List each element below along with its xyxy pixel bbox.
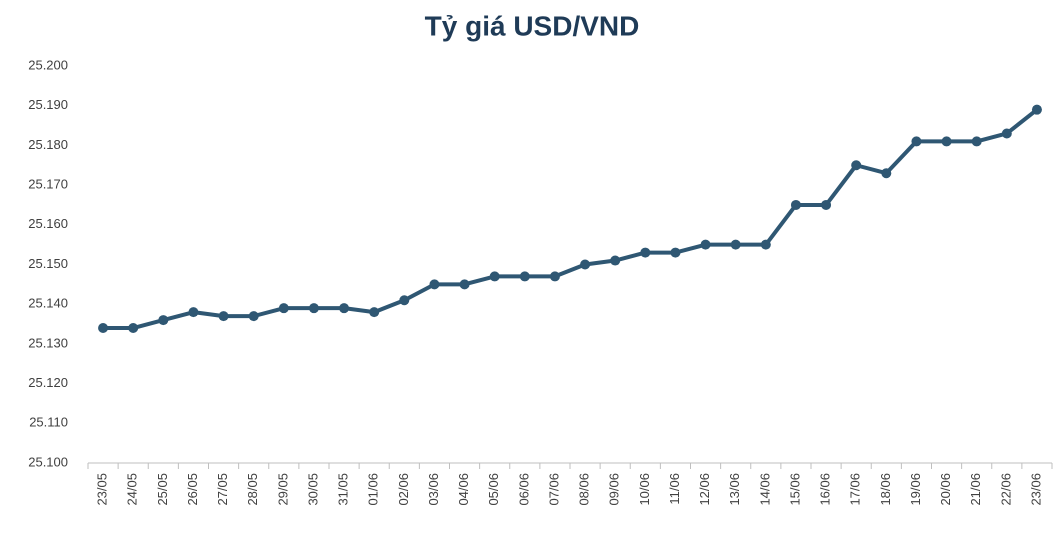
- x-tick-label: 16/06: [818, 473, 833, 506]
- y-tick-label: 25.140: [28, 296, 68, 311]
- x-tick-label: 04/06: [456, 473, 471, 506]
- point: [549, 271, 560, 282]
- x-tick-label: 01/06: [366, 473, 381, 506]
- y-tick-label: 25.160: [28, 216, 68, 231]
- x-tick-label: 29/05: [275, 473, 290, 506]
- x-tick-label: 07/06: [546, 473, 561, 506]
- x-tick-label: 25/05: [155, 473, 170, 506]
- point: [971, 136, 982, 147]
- point: [670, 247, 681, 258]
- point: [1031, 104, 1042, 115]
- point: [188, 307, 199, 318]
- x-tick-label: 06/06: [516, 473, 531, 506]
- point: [730, 239, 741, 250]
- x-tick-label: 28/05: [245, 473, 260, 506]
- x-tick-label: 23/06: [1028, 473, 1043, 506]
- y-tick-label: 25.180: [28, 137, 68, 152]
- point: [158, 315, 169, 326]
- point: [369, 307, 380, 318]
- x-tick-label: 31/05: [336, 473, 351, 506]
- x-tick-label: 26/05: [185, 473, 200, 506]
- chart-title: Tỷ giá USD/VND: [425, 10, 640, 41]
- y-tick-label: 25.200: [28, 57, 68, 72]
- x-tick-label: 23/05: [95, 473, 110, 506]
- x-tick-label: 13/06: [727, 473, 742, 506]
- y-tick-label: 25.190: [28, 97, 68, 112]
- point: [308, 303, 319, 314]
- y-tick-label: 25.170: [28, 177, 68, 192]
- x-tick-label: 09/06: [607, 473, 622, 506]
- point: [610, 255, 621, 266]
- y-tick-label: 25.100: [28, 454, 68, 469]
- point: [128, 323, 139, 334]
- point: [218, 311, 229, 322]
- x-tick-label: 15/06: [787, 473, 802, 506]
- point: [941, 136, 952, 147]
- x-tick-label: 27/05: [215, 473, 230, 506]
- x-tick-label: 05/06: [486, 473, 501, 506]
- x-tick-label: 03/06: [426, 473, 441, 506]
- y-tick-label: 25.130: [28, 335, 68, 350]
- x-tick-label: 20/06: [938, 473, 953, 506]
- x-tick-label: 14/06: [757, 473, 772, 506]
- point: [640, 247, 651, 258]
- x-tick-label: 11/06: [667, 473, 682, 505]
- point: [760, 239, 771, 250]
- point: [1001, 128, 1012, 139]
- y-tick-label: 25.120: [28, 375, 68, 390]
- point: [790, 199, 801, 210]
- x-tick-label: 21/06: [968, 473, 983, 506]
- line: [103, 108, 1039, 331]
- x-tick-label: 22/06: [998, 473, 1013, 506]
- point: [700, 239, 711, 250]
- point: [429, 279, 440, 290]
- point: [278, 303, 289, 314]
- x-tick-label: 08/06: [577, 473, 592, 506]
- point: [489, 271, 500, 282]
- point: [459, 279, 470, 290]
- x-tick-label: 10/06: [637, 473, 652, 506]
- x-tick-label: 19/06: [908, 473, 923, 506]
- x-tick-label: 24/05: [125, 473, 140, 506]
- x-tick-label: 17/06: [848, 473, 863, 506]
- point: [851, 160, 862, 171]
- point: [519, 271, 530, 282]
- point: [399, 295, 410, 306]
- y-tick-label: 25.150: [28, 256, 68, 271]
- point: [821, 199, 832, 210]
- x-tick-label: 12/06: [697, 473, 712, 506]
- point: [248, 311, 259, 322]
- point: [580, 259, 591, 270]
- point: [339, 303, 350, 314]
- x-tick-label: 02/06: [396, 473, 411, 506]
- point: [911, 136, 922, 147]
- point: [98, 323, 109, 334]
- x-tick-label: 30/05: [305, 473, 320, 506]
- y-tick-label: 25.110: [29, 415, 68, 430]
- x-tick-label: 18/06: [878, 473, 893, 506]
- point: [881, 168, 892, 179]
